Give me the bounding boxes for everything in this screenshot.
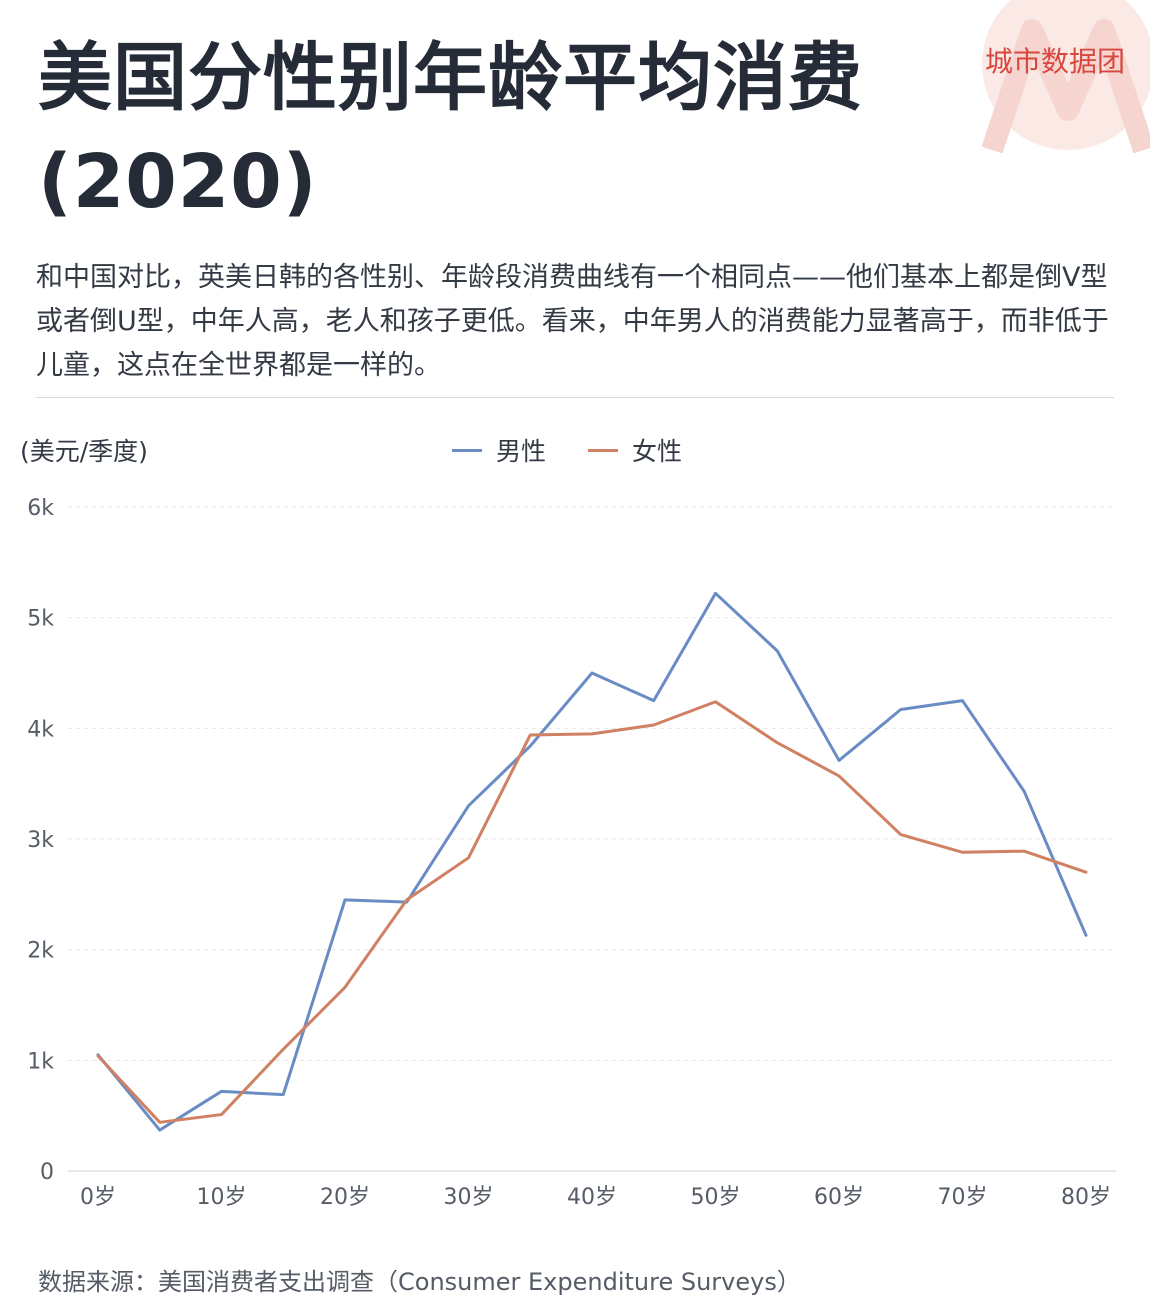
series-line-female	[96, 700, 1088, 1124]
description-text: 和中国对比，英美日韩的各性别、年龄段消费曲线有一个相同点——他们基本上都是倒V型…	[36, 262, 1109, 381]
chart-legend: 男性 女性	[452, 432, 682, 468]
y-tick-label: 1k	[27, 1049, 54, 1074]
x-tick-label: 10岁	[197, 1185, 247, 1210]
x-tick-label: 70岁	[938, 1185, 988, 1210]
x-tick-label: 60岁	[814, 1185, 864, 1210]
legend-label-male: 男性	[496, 437, 547, 466]
y-axis-ticks: 0 1k 2k 3k 4k 5k 6k	[27, 496, 54, 1185]
brand-logo-watermark	[981, 0, 1150, 154]
legend-swatch-male	[452, 448, 482, 452]
y-tick-label: 6k	[27, 496, 54, 521]
x-tick-label: 0岁	[80, 1185, 116, 1210]
y-tick-label: 5k	[27, 607, 54, 632]
brand-label: 城市数据团	[985, 45, 1126, 78]
legend-item-male: 男性	[452, 432, 546, 468]
y-tick-label: 2k	[27, 939, 54, 964]
chart-title: 美国分性别年龄平均消费(2020)	[38, 35, 863, 225]
x-tick-label: 50岁	[691, 1185, 741, 1210]
y-tick-label: 0	[40, 1160, 54, 1185]
line-chart: 0 1k 2k 3k 4k 5k 6k 0岁 10岁 20岁 30岁 40岁 50岁 60岁 70岁 80岁	[27, 496, 1116, 1210]
legend-item-female: 女性	[588, 432, 682, 468]
y-tick-label: 4k	[27, 717, 54, 742]
x-tick-label: 40岁	[567, 1185, 617, 1210]
y-axis-unit-label: (美元/季度)	[20, 437, 148, 466]
legend-label-female: 女性	[632, 437, 683, 466]
x-tick-label: 20岁	[320, 1185, 370, 1210]
series-line-male	[96, 591, 1088, 1132]
legend-swatch-female	[588, 448, 619, 452]
x-tick-label: 30岁	[444, 1185, 494, 1210]
series-layer	[96, 591, 1088, 1132]
y-tick-label: 3k	[27, 828, 54, 853]
x-tick-label: 80岁	[1061, 1185, 1111, 1210]
data-source-note: 数据来源：美国消费者支出调查（Consumer Expenditure Surv…	[38, 1268, 801, 1296]
grid-layer	[68, 506, 1116, 1172]
divider	[36, 397, 1114, 398]
x-axis-ticks: 0岁 10岁 20岁 30岁 40岁 50岁 60岁 70岁 80岁	[80, 1185, 1111, 1210]
